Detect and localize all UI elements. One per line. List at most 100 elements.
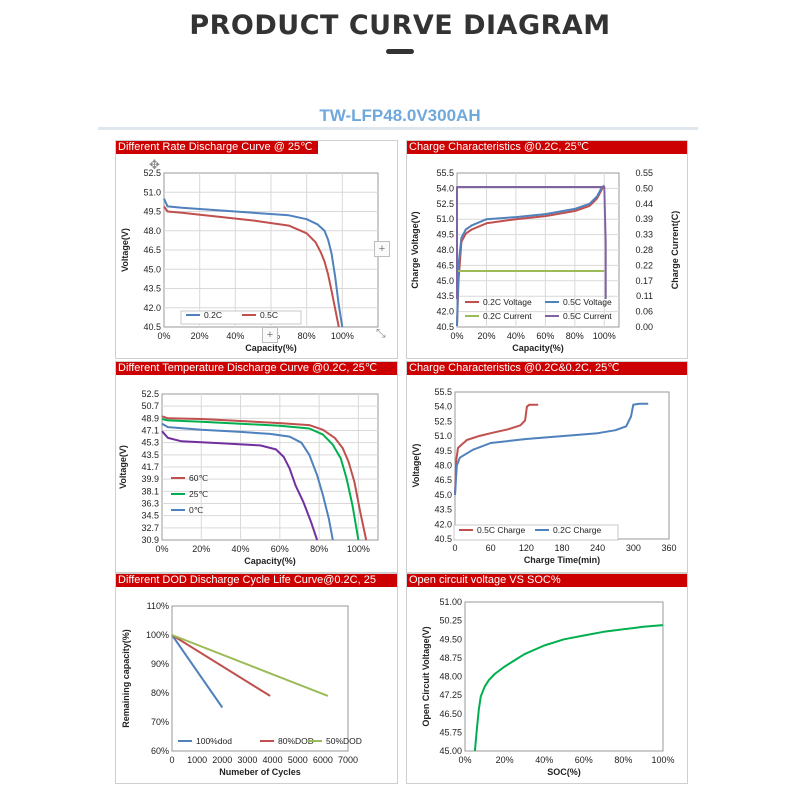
y-axis-label: Remaining capacity(%) xyxy=(121,629,131,728)
x-tick-label: 60% xyxy=(575,755,593,765)
y-tick-label: 38.1 xyxy=(141,486,159,496)
legend-label: 60℃ xyxy=(189,473,208,483)
chart-rate: 40.5 42.0 43.5 45.0 46.5 48.0 49.5 51.0 52.5 0% 20… xyxy=(120,168,379,353)
chart-title: Different Temperature Discharge Curve @0… xyxy=(116,362,397,375)
divider xyxy=(98,127,698,130)
series-line xyxy=(454,403,539,495)
y-tick-label: 70% xyxy=(151,717,169,727)
x-tick-label: 100% xyxy=(331,331,354,341)
x-tick-label: 100% xyxy=(593,331,616,341)
y2-tick-label: 0.17 xyxy=(635,276,653,286)
x-tick-label: 0 xyxy=(169,755,174,765)
x-tick-label: 0% xyxy=(450,331,463,341)
y-tick-label: 110% xyxy=(147,601,169,611)
x-tick-label: 5000 xyxy=(288,755,308,765)
x-tick-label: 4000 xyxy=(263,755,283,765)
y-tick-label: 80% xyxy=(151,688,169,698)
y2-tick-label: 0.50 xyxy=(635,183,653,193)
chart-panel-charge: Charge Characteristics @0.2C, 25℃ 40.5 42… xyxy=(406,140,688,359)
y-tick-label: 45.0 xyxy=(436,276,454,286)
x-tick-label: 60 xyxy=(486,543,496,553)
x-tick-label: 120 xyxy=(519,543,534,553)
legend-label: 0.2C Current xyxy=(483,311,532,321)
plot-area xyxy=(454,391,670,540)
y-tick-label: 55.5 xyxy=(436,168,454,178)
series-line xyxy=(171,634,271,697)
y-tick-label: 46.5 xyxy=(143,245,161,255)
y-axis-label: Charge Voltage(V) xyxy=(410,211,420,288)
y-tick-label: 52.5 xyxy=(141,389,159,399)
legend-label: 0.5C xyxy=(260,310,278,320)
resize-arrow-icon[interactable]: ⤡ xyxy=(376,326,386,340)
y2-tick-label: 0.11 xyxy=(636,291,653,301)
y-tick-label: 51.0 xyxy=(143,187,161,197)
series-line xyxy=(161,415,368,541)
legend-label: 50%DOD xyxy=(326,736,362,746)
y-tick-label: 46.5 xyxy=(434,475,452,485)
x-tick-label: 360 xyxy=(661,543,676,553)
y-tick-label: 49.50 xyxy=(439,634,462,644)
y-tick-label: 36.3 xyxy=(141,499,159,509)
x-tick-label: 0% xyxy=(458,755,471,765)
y2-tick-label: 0.33 xyxy=(635,230,653,240)
x-tick-label: 240 xyxy=(590,543,605,553)
series-line xyxy=(171,634,329,697)
series-line xyxy=(454,402,649,495)
x-tick-label: 40% xyxy=(232,544,250,554)
y-tick-label: 55.5 xyxy=(434,387,452,397)
x-tick-label: 100% xyxy=(651,755,674,765)
y-tick-label: 54.0 xyxy=(434,402,452,412)
x-tick-label: 40% xyxy=(535,755,553,765)
series-line xyxy=(456,186,607,299)
plus-icon[interactable]: + xyxy=(374,241,390,257)
y-tick-label: 54.0 xyxy=(436,183,454,193)
legend-box xyxy=(453,524,619,541)
chart-title: Different DOD Discharge Cycle Life Curve… xyxy=(116,574,397,587)
y-tick-label: 50.25 xyxy=(439,616,462,626)
series-line xyxy=(161,422,334,541)
x-tick-label: 7000 xyxy=(338,755,358,765)
x-tick-label: 20% xyxy=(496,755,514,765)
legend-label: 0.2C Voltage xyxy=(483,297,532,307)
y-tick-label: 43.5 xyxy=(434,505,452,515)
y-axis-label: Voltage(V) xyxy=(120,228,130,272)
x-tick-label: 1000 xyxy=(187,755,207,765)
series-line xyxy=(163,205,340,328)
series-line xyxy=(163,198,344,328)
chart-temp: 30.9 32.7 34.5 36.3 38.1 39.9 41.7 43.5 45.3 47.1… xyxy=(118,389,379,566)
x-tick-label: 0% xyxy=(155,544,168,554)
y-tick-label: 51.0 xyxy=(434,431,452,441)
y2-tick-label: 0.06 xyxy=(635,307,653,317)
y-tick-label: 52.5 xyxy=(434,416,452,426)
y-tick-label: 100% xyxy=(146,630,169,640)
y-tick-label: 43.5 xyxy=(436,291,454,301)
chart-charge: 40.5 42.0 43.5 45.0 46.5 48.0 49.5 51.0 52.5 54.0… xyxy=(410,168,680,353)
plus-icon[interactable]: + xyxy=(262,327,278,343)
move-cursor-icon[interactable]: ✥ xyxy=(149,157,160,172)
y-tick-label: 90% xyxy=(151,659,169,669)
x-tick-label: 2000 xyxy=(212,755,232,765)
y-tick-label: 45.3 xyxy=(141,438,159,448)
y-tick-label: 50.7 xyxy=(141,401,159,411)
x-axis-label: Charge Time(min) xyxy=(524,555,600,565)
x-tick-label: 40% xyxy=(226,331,244,341)
y-tick-label: 46.5 xyxy=(436,260,454,270)
series-line xyxy=(456,184,606,327)
x-axis-label: Capacity(%) xyxy=(512,343,564,353)
model-title: TW-LFP48.0V300AH xyxy=(319,106,481,125)
chart-panel-dod: Different DOD Discharge Cycle Life Curve… xyxy=(115,573,398,784)
y-tick-label: 48.00 xyxy=(439,672,462,682)
y-tick-label: 48.0 xyxy=(436,245,454,255)
y-tick-label: 34.5 xyxy=(141,511,159,521)
y-tick-label: 47.1 xyxy=(141,426,159,436)
y-tick-label: 45.0 xyxy=(434,490,452,500)
y-tick-label: 30.9 xyxy=(141,535,159,545)
x-axis-label: Capacity(%) xyxy=(245,343,297,353)
y2-tick-label: 0.28 xyxy=(635,245,653,255)
x-tick-label: 80% xyxy=(566,331,584,341)
y-tick-label: 48.0 xyxy=(434,461,452,471)
legend-label: 0.2C xyxy=(204,310,222,320)
chart-dod: 60% 70% 80% 90% 100% 110% 0 1000 2000 3000 4000 500… xyxy=(121,601,362,777)
y2-tick-label: 0.39 xyxy=(635,214,653,224)
chart-title: Open circuit voltage VS SOC% xyxy=(407,574,687,587)
